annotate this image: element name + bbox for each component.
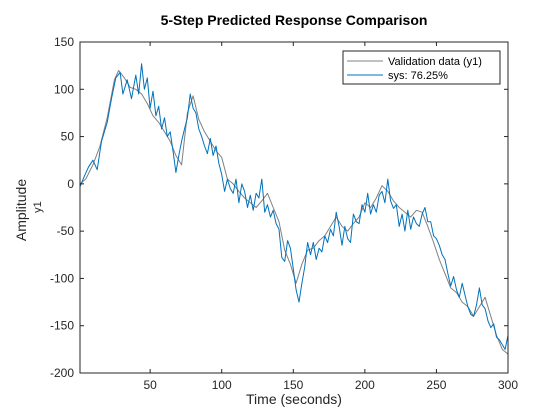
validation-data-line [79,69,509,355]
x-axis-label: Time (seconds) [246,391,342,407]
y-axis-label: Amplitude [13,179,29,241]
sys-prediction-line [79,63,509,350]
x-tick-label: 50 [143,378,157,392]
x-tick-label: 100 [212,378,232,392]
legend-label-sys: sys: 76.25% [388,70,448,82]
plot-area [80,42,508,373]
axes-box [79,41,509,374]
y-tick-label: -50 [57,224,75,238]
x-tick-label: 200 [355,378,375,392]
y-axis-sublabel: y1 [32,201,44,213]
y-tick-label: 100 [54,82,74,96]
y-axis-ticks: 150 100 50 0 -50 -100 -150 -200 [50,35,508,380]
y-tick-label: 50 [61,130,75,144]
legend-label-validation: Validation data (y1) [388,56,482,68]
y-tick-label: -100 [50,271,74,285]
y-tick-label: 0 [67,177,74,191]
x-tick-label: 300 [498,378,518,392]
legend-box [342,50,501,85]
legend: Validation data (y1) sys: 76.25% [342,50,501,85]
y-tick-label: -150 [50,319,74,333]
x-tick-label: 150 [283,378,303,392]
x-tick-label: 250 [426,378,446,392]
x-axis-ticks: 50 100 150 200 250 300 [143,42,518,392]
chart-title: 5-Step Predicted Response Comparison [161,12,428,28]
y-tick-label: 150 [54,35,74,49]
y-tick-label: -200 [50,366,74,380]
series-layer [79,63,509,355]
